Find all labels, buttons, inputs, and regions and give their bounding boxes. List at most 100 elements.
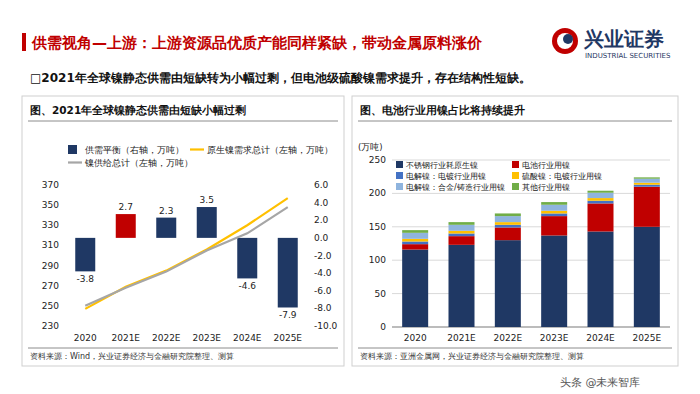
plot-area	[402, 177, 660, 327]
logo-text-en: INDUSTRIAL SECURITIES	[585, 52, 671, 60]
y-tick-label: 310	[42, 240, 59, 250]
data-label: 2.7	[119, 202, 133, 212]
y-tick-label: 200	[369, 188, 386, 198]
bar-segment	[495, 240, 521, 327]
data-label: 3.5	[200, 195, 214, 205]
legend-label: 镍供给总计（左轴，万吨）	[84, 158, 193, 168]
bar-segment	[495, 227, 521, 240]
legend-label: 供需平衡（右轴，万吨）	[85, 145, 184, 155]
legend-label: 原生镍需求总计（左轴，万吨）	[207, 145, 333, 155]
y-tick-label: 100	[369, 255, 386, 265]
grid-line	[392, 226, 670, 227]
panel	[352, 96, 678, 366]
grid-line	[392, 327, 670, 328]
bar-segment	[449, 245, 475, 327]
chart-title: 图、2021年全球镍静态供需由短缺小幅过剩	[30, 104, 246, 116]
bar-segment	[634, 179, 660, 183]
legend-swatch	[512, 183, 519, 190]
x-tick-label: 2023E	[540, 333, 569, 343]
y-axis-label: (万吨)	[358, 142, 383, 152]
slide: 供需视角—上游：上游资源品优质产能同样紧缺，带动金属原料涨价 兴业证券INDUST…	[0, 0, 700, 394]
y-tick-label: 350	[42, 200, 59, 210]
legend-swatch	[396, 161, 403, 168]
y2-tick-label: -4.0	[314, 268, 332, 278]
slide-title: 供需视角—上游：上游资源品优质产能同样紧缺，带动金属原料涨价	[31, 34, 483, 52]
y-tick-label: 330	[42, 220, 59, 230]
bar	[75, 238, 95, 271]
x-tick-label: 2022E	[152, 333, 181, 343]
bar-segment	[588, 231, 614, 327]
legend-label: 不锈钢行业耗原生镍	[406, 161, 478, 170]
title-rule	[28, 121, 338, 122]
bar	[237, 238, 257, 279]
line	[85, 207, 288, 306]
x-tick-label: 2021E	[111, 333, 140, 343]
bar	[116, 214, 136, 238]
legend-label: 电解镍：电镀行业用镍	[406, 172, 486, 181]
bar-segment	[402, 239, 428, 242]
data-label: -3.8	[76, 274, 94, 284]
bar-segment	[449, 233, 475, 236]
y-tick-label: 270	[42, 281, 59, 291]
bar-segment	[449, 225, 475, 231]
bar-segment	[588, 203, 614, 231]
bar-segment	[541, 235, 567, 327]
legend-label: 电解镍：合金/铸造行业用镍	[406, 183, 505, 192]
bar-segment	[541, 205, 567, 211]
y-tick-label: 50	[375, 289, 387, 299]
y-tick-label: 150	[369, 222, 386, 232]
legend-swatch	[68, 161, 82, 163]
y-tick-label: 370	[42, 180, 59, 190]
bar-segment	[634, 177, 660, 178]
x-tick-label: 2020	[74, 333, 97, 343]
bar-segment	[541, 213, 567, 216]
bullet-text: □2021年全球镍静态供需由短缺转为小幅过剩，但电池级硫酸镍需求提升，存在结构性…	[30, 71, 531, 85]
legend-swatch	[396, 172, 403, 179]
logo-icon	[563, 34, 573, 44]
bar-segment	[588, 193, 614, 198]
x-axis	[392, 327, 670, 328]
bar-segment	[588, 191, 614, 193]
x-tick-label: 2024E	[586, 333, 615, 343]
data-label: -7.9	[279, 310, 297, 320]
source-note: 资料来源：Wind，兴业证券经济与金融研究院整理、测算	[30, 352, 234, 361]
bar-segment	[402, 244, 428, 249]
y2-tick-label: -2.0	[314, 251, 332, 261]
y2-tick-label: 4.0	[314, 198, 329, 208]
logo-text: 兴业证券	[583, 27, 664, 51]
bar	[197, 207, 217, 238]
bar-segment	[634, 185, 660, 187]
bar-segment	[541, 216, 567, 235]
legend-swatch	[512, 161, 519, 168]
bar-segment	[402, 250, 428, 327]
y-tick-label: 290	[42, 261, 59, 271]
x-tick-label: 2023E	[192, 333, 221, 343]
bar-segment	[495, 213, 521, 216]
watermark: 头条 @未来智库	[560, 376, 641, 389]
data-label: -4.6	[238, 281, 256, 291]
bar-segment	[634, 227, 660, 327]
y-tick-label: 0	[380, 322, 386, 332]
x-tick-label: 2020	[404, 333, 427, 343]
bar-segment	[449, 222, 475, 225]
bar-segment	[634, 187, 660, 227]
bar-segment	[541, 202, 567, 205]
y2-tick-label: 0.0	[314, 233, 329, 243]
chart-title: 图、电池行业用镍占比将持续提升	[360, 104, 525, 116]
bar-segment	[495, 225, 521, 228]
grid-line	[392, 193, 670, 194]
bar-segment	[588, 198, 614, 201]
bar-segment	[402, 241, 428, 244]
y-tick-label: 250	[369, 155, 386, 165]
plot-area	[75, 198, 298, 309]
title-accent	[22, 33, 26, 51]
y-tick-label: 250	[42, 301, 59, 311]
legend-label: 电池行业用镍	[522, 161, 570, 170]
legend-label: 硫酸镍：电镀行业用镍	[522, 172, 602, 181]
bar	[156, 218, 176, 238]
bar-segment	[541, 211, 567, 214]
bar-segment	[402, 230, 428, 233]
bar-segment	[634, 183, 660, 185]
bar-segment	[495, 216, 521, 222]
data-label: 2.3	[159, 206, 173, 216]
